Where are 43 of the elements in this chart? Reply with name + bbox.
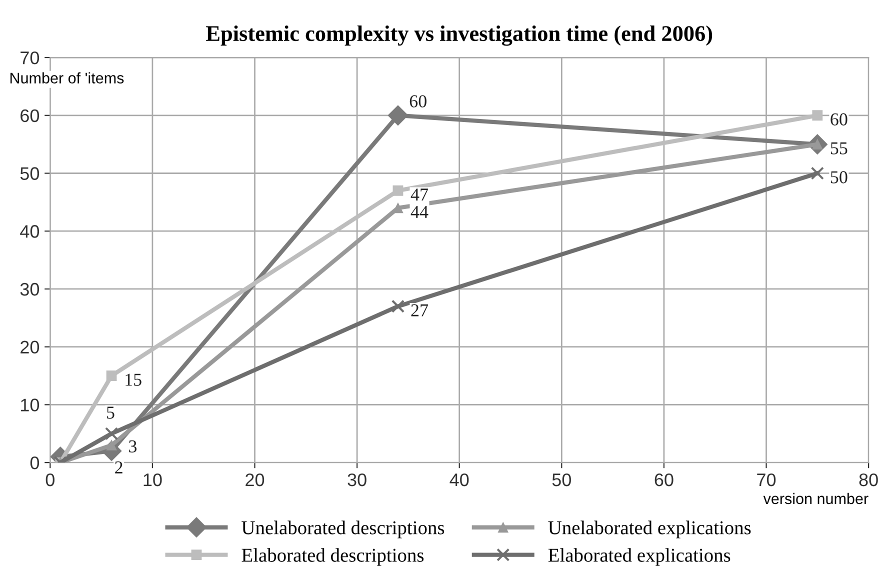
x-tick-label: 30 [348, 473, 366, 486]
x-axis-title: version number [763, 492, 868, 504]
point [812, 110, 823, 121]
data-label: 55 [830, 142, 848, 154]
x-tick-label: 20 [246, 473, 264, 486]
y-tick-label: 0 [30, 456, 40, 470]
data-label: 60 [830, 113, 848, 126]
y-tick-label: 10 [21, 398, 40, 412]
y-tick-label: 40 [20, 225, 40, 238]
y-tick-label: 30 [20, 282, 40, 296]
data-label: 60 [410, 95, 426, 108]
legend-label: Unelaborated descriptions [242, 520, 444, 538]
point [106, 370, 117, 381]
y-tick-label: 70 [20, 51, 40, 64]
y-tick-label: 50 [20, 167, 40, 180]
y-tick-label: 20 [20, 340, 40, 354]
x-tick-label: 60 [654, 473, 674, 486]
data-label: 15 [126, 374, 142, 386]
data-label: 5 [107, 406, 114, 419]
x-tick-label: 50 [552, 473, 571, 486]
x-tick-label: 80 [859, 473, 878, 486]
data-label: 47 [410, 188, 428, 201]
point [392, 185, 404, 196]
point [391, 300, 405, 313]
x-tick-label: 0 [46, 473, 54, 486]
point [106, 440, 117, 450]
x-tick-label: 10 [144, 473, 162, 486]
data-label: 27 [411, 304, 428, 316]
data-label: 3 [129, 440, 137, 452]
legend-label: Elaborated descriptions [242, 548, 424, 566]
y-axis-title: Number of 'items [10, 72, 124, 84]
point [810, 166, 824, 180]
legend-label: Elaborated explications [548, 548, 730, 566]
point [104, 427, 118, 440]
data-label: 2 [115, 461, 122, 474]
chart-title: Epistemic complexity vs investigation time (end 2006) [206, 25, 712, 46]
point [388, 105, 408, 126]
data-label: 50 [830, 171, 848, 184]
legend-label: Unelaborated explications [548, 520, 751, 538]
data-label: 44 [410, 206, 428, 218]
x-tick-label: 40 [450, 473, 469, 486]
x-tick-label: 70 [757, 473, 776, 486]
y-tick-label: 60 [20, 109, 40, 122]
